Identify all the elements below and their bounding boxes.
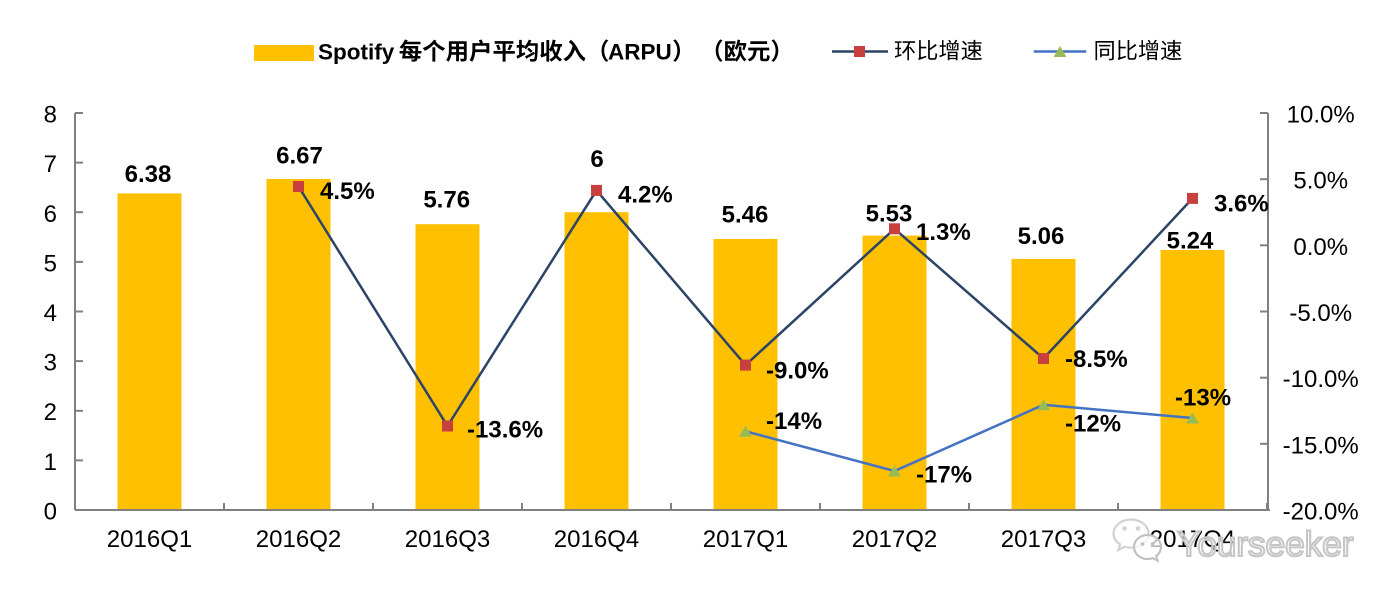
svg-text:ARPU: ARPU xyxy=(608,40,672,65)
svg-text:4.2%: 4.2% xyxy=(618,182,673,209)
svg-text:6: 6 xyxy=(590,146,603,173)
svg-text:Spotify: Spotify xyxy=(318,40,395,65)
svg-text:5.53: 5.53 xyxy=(866,201,913,228)
svg-text:2017Q2: 2017Q2 xyxy=(852,526,937,553)
svg-text:4.5%: 4.5% xyxy=(320,178,375,205)
svg-text:Yourseeker: Yourseeker xyxy=(1177,524,1354,564)
svg-text:10.0%: 10.0% xyxy=(1287,102,1355,129)
svg-text:-12%: -12% xyxy=(1065,411,1121,438)
svg-text:-5.0%: -5.0% xyxy=(1289,300,1352,327)
svg-text:2016Q1: 2016Q1 xyxy=(107,526,192,553)
svg-text:6.38: 6.38 xyxy=(125,161,172,188)
svg-text:2: 2 xyxy=(44,399,57,426)
svg-text:-14%: -14% xyxy=(766,408,822,435)
svg-text:-10.0%: -10.0% xyxy=(1283,366,1359,393)
svg-text:6: 6 xyxy=(44,201,57,228)
svg-text:5.76: 5.76 xyxy=(423,187,470,214)
svg-text:5.0%: 5.0% xyxy=(1293,168,1348,195)
svg-text:6.67: 6.67 xyxy=(276,143,323,170)
svg-text:2017Q4: 2017Q4 xyxy=(1150,526,1235,553)
svg-text:2016Q2: 2016Q2 xyxy=(256,526,341,553)
svg-text:3.6%: 3.6% xyxy=(1214,191,1269,218)
svg-text:2017Q1: 2017Q1 xyxy=(703,526,788,553)
svg-text:5.46: 5.46 xyxy=(722,202,769,229)
svg-text:4: 4 xyxy=(44,300,57,327)
svg-text:-9.0%: -9.0% xyxy=(766,358,829,385)
svg-text:-13.6%: -13.6% xyxy=(467,416,543,443)
svg-text:-15.0%: -15.0% xyxy=(1283,432,1359,459)
svg-text:5: 5 xyxy=(44,250,57,277)
svg-text:3: 3 xyxy=(44,350,57,377)
svg-text:0: 0 xyxy=(44,499,57,526)
svg-text:8: 8 xyxy=(44,102,57,129)
svg-text:-13%: -13% xyxy=(1175,385,1231,412)
svg-text:7: 7 xyxy=(44,151,57,178)
svg-text:-20.0%: -20.0% xyxy=(1283,499,1359,526)
svg-text:1.3%: 1.3% xyxy=(916,219,971,246)
svg-text:5.06: 5.06 xyxy=(1018,223,1065,250)
svg-text:1: 1 xyxy=(44,449,57,476)
svg-text:-8.5%: -8.5% xyxy=(1065,346,1128,373)
svg-text:5.24: 5.24 xyxy=(1167,228,1214,255)
svg-text:2017Q3: 2017Q3 xyxy=(1001,526,1086,553)
svg-text:0.0%: 0.0% xyxy=(1293,234,1348,261)
svg-text:-17%: -17% xyxy=(916,462,972,489)
svg-text:2016Q4: 2016Q4 xyxy=(554,526,639,553)
svg-text:2016Q3: 2016Q3 xyxy=(405,526,490,553)
